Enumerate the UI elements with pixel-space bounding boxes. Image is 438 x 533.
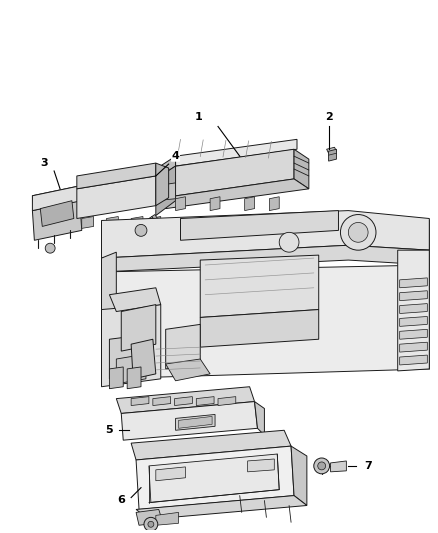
Polygon shape (127, 367, 141, 389)
Polygon shape (110, 288, 161, 311)
Polygon shape (156, 149, 294, 199)
Polygon shape (254, 401, 265, 435)
Polygon shape (131, 339, 156, 379)
Polygon shape (117, 387, 254, 414)
Polygon shape (328, 149, 336, 161)
Polygon shape (269, 197, 279, 211)
Polygon shape (77, 176, 156, 219)
Polygon shape (136, 446, 294, 510)
Polygon shape (210, 197, 220, 211)
Polygon shape (196, 397, 214, 406)
Circle shape (314, 458, 329, 474)
Polygon shape (166, 359, 210, 381)
Polygon shape (117, 354, 146, 384)
Text: 7: 7 (364, 461, 372, 471)
Polygon shape (110, 334, 149, 379)
Polygon shape (291, 446, 307, 505)
Circle shape (144, 518, 158, 531)
Polygon shape (156, 166, 176, 215)
Circle shape (340, 215, 376, 250)
Polygon shape (176, 415, 215, 430)
Polygon shape (136, 496, 307, 519)
Polygon shape (245, 197, 254, 211)
Polygon shape (398, 250, 429, 371)
Polygon shape (131, 216, 143, 229)
Text: 1: 1 (194, 111, 202, 122)
Polygon shape (200, 255, 319, 318)
Polygon shape (32, 201, 82, 240)
Polygon shape (327, 147, 336, 153)
Polygon shape (294, 149, 309, 189)
Polygon shape (400, 304, 427, 313)
Polygon shape (180, 211, 339, 240)
Polygon shape (156, 467, 185, 481)
Polygon shape (121, 401, 258, 440)
Polygon shape (166, 325, 200, 369)
Circle shape (135, 224, 147, 236)
Polygon shape (400, 342, 427, 352)
Polygon shape (156, 512, 179, 526)
Polygon shape (153, 397, 171, 406)
Polygon shape (82, 216, 94, 229)
Polygon shape (400, 317, 427, 326)
Polygon shape (106, 216, 118, 229)
Text: 5: 5 (106, 425, 113, 435)
Text: 6: 6 (117, 495, 125, 505)
Polygon shape (176, 139, 297, 166)
Polygon shape (149, 216, 161, 229)
Circle shape (318, 462, 325, 470)
Polygon shape (218, 397, 236, 406)
Circle shape (148, 521, 154, 527)
Polygon shape (102, 245, 429, 272)
Polygon shape (77, 163, 156, 189)
Polygon shape (32, 186, 82, 213)
Polygon shape (40, 201, 74, 227)
Circle shape (279, 232, 299, 252)
Polygon shape (176, 197, 185, 211)
Polygon shape (200, 310, 319, 347)
Text: 3: 3 (40, 158, 48, 168)
Polygon shape (400, 290, 427, 301)
Polygon shape (247, 459, 274, 472)
Polygon shape (400, 355, 427, 365)
Polygon shape (156, 163, 169, 206)
Polygon shape (102, 304, 161, 387)
Text: 2: 2 (325, 111, 332, 122)
Circle shape (348, 222, 368, 243)
Polygon shape (179, 416, 212, 429)
Polygon shape (131, 430, 291, 460)
Polygon shape (136, 510, 163, 526)
Polygon shape (400, 329, 427, 339)
Polygon shape (331, 461, 346, 472)
Polygon shape (149, 215, 159, 224)
Polygon shape (131, 397, 149, 406)
Circle shape (45, 243, 55, 253)
Polygon shape (121, 304, 156, 351)
Polygon shape (102, 211, 429, 258)
Polygon shape (149, 454, 279, 503)
Polygon shape (32, 186, 82, 211)
Polygon shape (156, 179, 309, 208)
Polygon shape (156, 156, 176, 179)
Text: 4: 4 (172, 151, 180, 161)
Polygon shape (102, 252, 117, 379)
Polygon shape (156, 183, 176, 201)
Polygon shape (400, 278, 427, 288)
Polygon shape (110, 367, 123, 389)
Polygon shape (175, 397, 192, 406)
Polygon shape (102, 265, 429, 379)
